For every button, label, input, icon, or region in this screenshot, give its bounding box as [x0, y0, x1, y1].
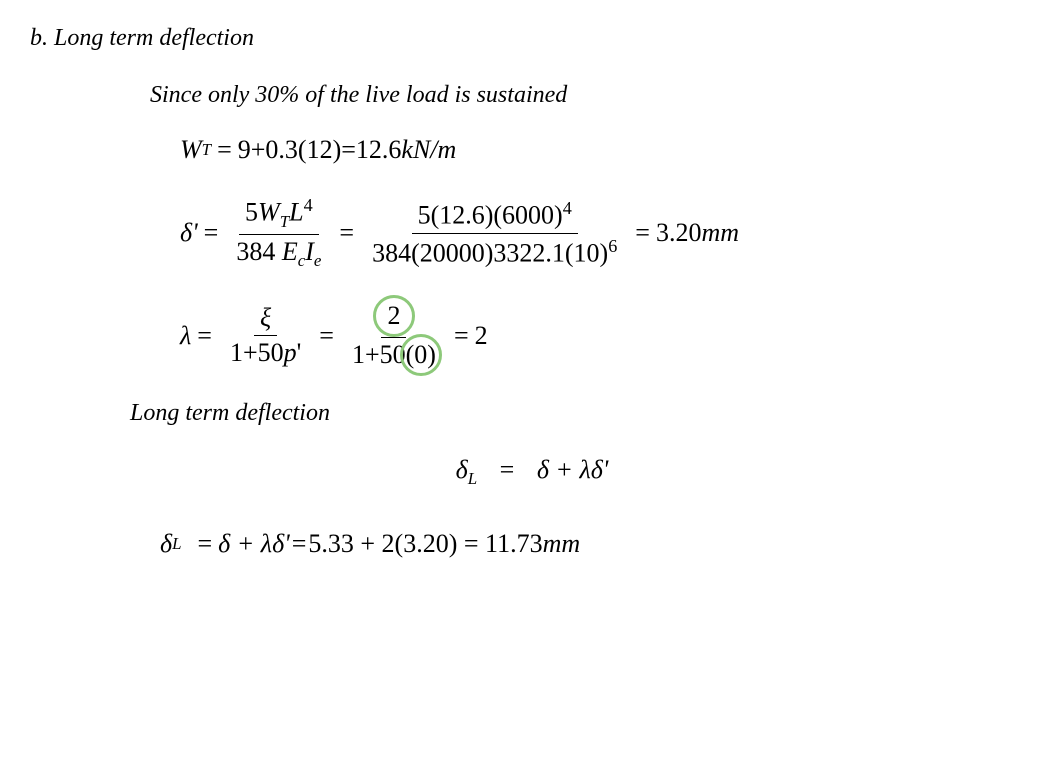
circle-annotation-0: (0) — [406, 340, 436, 370]
eq-sign: = — [635, 218, 650, 248]
dl-sub: L — [468, 469, 477, 488]
dp-f1-E: E — [282, 237, 298, 266]
dp-f1-num-coef: 5 — [245, 198, 258, 227]
since-text: Since only 30% of the live load is susta… — [150, 82, 1034, 109]
dp-unit: mm — [701, 218, 739, 248]
lambda-xi: ξ — [260, 303, 271, 332]
delta-prime-lhs: δ' — [180, 218, 198, 248]
delta-L-formula: δL = δ + λδ' — [30, 455, 1034, 489]
wt-equation: WT = 9+0.3(12)=12.6kN/m — [180, 135, 1034, 165]
dp-f2-den: 384(20000)3322.1(10) — [372, 238, 608, 267]
dp-f2-num: 5(12.6)(6000) — [418, 201, 563, 230]
dlc-var: δ — [160, 529, 172, 559]
wt-var: W — [180, 135, 202, 165]
dp-f1-Wsub: T — [280, 212, 289, 231]
dlc-unit: mm — [543, 529, 581, 559]
delta-prime-frac1: 5WTL4 384 EcIe — [230, 195, 327, 271]
dp-f2-num-exp: 4 — [563, 198, 572, 218]
lambda-f1-p: p — [284, 338, 297, 367]
dp-f2-den-exp: 6 — [608, 236, 617, 256]
eq-sign: = — [197, 321, 212, 351]
lambda-f2-den-a: 1+50 — [352, 340, 406, 369]
eq-sign: = — [292, 529, 307, 559]
eq-sign: = — [339, 218, 354, 248]
lambda-f1-prime: ' — [297, 338, 302, 367]
wt-unit: kN/m — [401, 135, 456, 165]
dp-f1-L: L — [289, 198, 303, 227]
wt-rhs: 9+0.3(12)=12.6 — [238, 135, 402, 165]
delta-L-calc: δL = δ + λδ' = 5.33 + 2(3.20) = 11.73 mm — [160, 529, 1034, 559]
lambda-frac2: 2 1+50(0) — [346, 301, 442, 370]
long-term-label: Long term deflection — [130, 400, 1034, 427]
lambda-f2-zero: (0) — [406, 340, 436, 370]
wt-sub: T — [202, 140, 211, 160]
delta-prime-frac2: 5(12.6)(6000)4 384(20000)3322.1(10)6 — [366, 198, 623, 268]
lambda-equation: λ = ξ 1+50p' = 2 1+50(0) = 2 — [180, 301, 1034, 370]
delta-prime-equation: δ' = 5WTL4 384 EcIe = 5(12.6)(6000)4 384… — [180, 195, 1034, 271]
lambda-lhs: λ — [180, 321, 191, 351]
lambda-result: 2 — [475, 321, 488, 351]
eq-sign: = — [204, 218, 219, 248]
lambda-f2-num: 2 — [387, 301, 400, 331]
dp-f1-Isub: e — [314, 251, 322, 270]
eq-sign: = — [454, 321, 469, 351]
dp-f1-W: W — [258, 198, 280, 227]
dl-var: δ — [456, 455, 468, 484]
eq-sign: = — [217, 135, 232, 165]
dlc-calc: 5.33 + 2(3.20) = 11.73 — [308, 529, 542, 559]
dp-f1-Lexp: 4 — [304, 195, 313, 215]
eq-sign: = — [319, 321, 334, 351]
dlc-mid: δ + λδ' — [218, 529, 290, 559]
lambda-f1-den-a: 1+50 — [230, 338, 284, 367]
section-title: b. Long term deflection — [30, 25, 1034, 52]
lambda-frac1: ξ 1+50p' — [224, 303, 307, 368]
dl-rhs: δ + λδ' — [537, 455, 609, 484]
dlc-sub: L — [172, 534, 181, 554]
dp-result: 3.20 — [656, 218, 702, 248]
circle-annotation-2: 2 — [387, 301, 400, 331]
dp-f1-I: I — [305, 237, 314, 266]
dp-f1-den-coef: 384 — [236, 237, 282, 266]
